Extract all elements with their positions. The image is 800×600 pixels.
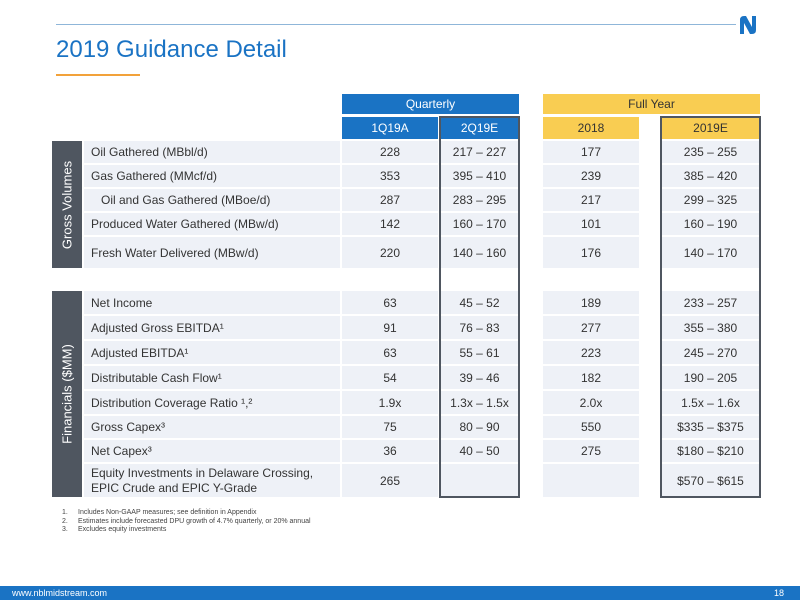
table-cell: 101 xyxy=(543,213,639,235)
table-cell: 36 xyxy=(342,440,438,462)
row-label: Adjusted EBITDA¹ xyxy=(84,341,340,364)
table-cell: 63 xyxy=(342,291,438,314)
table-cell: 228 xyxy=(342,141,438,163)
footnote: 2. Estimates include forecasted DPU growt… xyxy=(62,517,311,525)
footnote: 1. Includes Non-GAAP measures; see defini… xyxy=(62,509,257,516)
table-cell: 235 – 255 xyxy=(662,141,759,163)
table-cell: 233 – 257 xyxy=(662,291,759,314)
row-label: Produced Water Gathered (MBw/d) xyxy=(84,213,340,235)
column-header-2q19e: 2Q19E xyxy=(440,117,519,139)
footer-url[interactable]: www.nblmidstream.com xyxy=(12,588,108,598)
table-cell: 176 xyxy=(543,237,639,268)
table-cell: 190 – 205 xyxy=(662,366,759,389)
table-cell: 1.5x – 1.6x xyxy=(662,391,759,414)
table-cell: 189 xyxy=(543,291,639,314)
nbl-logo-icon xyxy=(740,16,756,34)
table-cell: 385 – 420 xyxy=(662,165,759,187)
table-cell: 353 xyxy=(342,165,438,187)
column-outline-2q19e xyxy=(439,116,520,498)
table-cell: 283 – 295 xyxy=(441,189,518,211)
table-cell: 63 xyxy=(342,341,438,364)
row-label: Oil Gathered (MBbl/d) xyxy=(84,141,340,163)
table-cell: 55 – 61 xyxy=(441,341,518,364)
table-cell: 76 – 83 xyxy=(441,316,518,339)
footer-bar xyxy=(0,586,800,600)
column-outline-2019e xyxy=(660,116,761,498)
title-underline xyxy=(56,74,140,76)
section-label-gross-volumes: Gross Volumes xyxy=(52,141,82,268)
table-cell: 355 – 380 xyxy=(662,316,759,339)
table-cell: 239 xyxy=(543,165,639,187)
table-cell: 287 xyxy=(342,189,438,211)
column-header-1q19a: 1Q19A xyxy=(342,117,438,139)
column-header-2019e: 2019E xyxy=(661,117,760,139)
row-label: Oil and Gas Gathered (MBoe/d) xyxy=(84,189,340,211)
table-cell: 182 xyxy=(543,366,639,389)
table-cell: 275 xyxy=(543,440,639,462)
row-label: Equity Investments in Delaware Crossing,… xyxy=(84,464,340,497)
top-rule xyxy=(56,24,736,25)
row-label: Gross Capex³ xyxy=(84,416,340,438)
footnote: 3. Excludes equity investments xyxy=(62,526,167,533)
row-label: Distribution Coverage Ratio ¹,² xyxy=(84,391,340,414)
table-cell: 45 – 52 xyxy=(441,291,518,314)
table-cell: 220 xyxy=(342,237,438,268)
table-cell: 265 xyxy=(342,464,438,497)
full-year-group-header: Full Year xyxy=(543,94,760,114)
table-cell: 217 xyxy=(543,189,639,211)
table-cell: $570 – $615 xyxy=(662,464,759,497)
table-cell: 299 – 325 xyxy=(662,189,759,211)
page-number: 18 xyxy=(773,588,784,598)
table-cell: 2.0x xyxy=(543,391,639,414)
row-label: Net Income xyxy=(84,291,340,314)
table-cell: 217 – 227 xyxy=(441,141,518,163)
table-cell: 80 – 90 xyxy=(441,416,518,438)
table-cell: 395 – 410 xyxy=(441,165,518,187)
table-cell: 550 xyxy=(543,416,639,438)
table-cell: 75 xyxy=(342,416,438,438)
column-header-2018: 2018 xyxy=(543,117,639,139)
table-cell: 140 – 160 xyxy=(441,237,518,268)
table-cell: 140 – 170 xyxy=(662,237,759,268)
table-cell: 54 xyxy=(342,366,438,389)
table-cell: 142 xyxy=(342,213,438,235)
footnotes: 1. Includes Non-GAAP measures; see defini… xyxy=(62,509,311,535)
table-cell: 177 xyxy=(543,141,639,163)
table-cell: 91 xyxy=(342,316,438,339)
table-cell: 1.3x – 1.5x xyxy=(441,391,518,414)
page-title: 2019 Guidance Detail xyxy=(56,36,287,63)
table-cell: 39 – 46 xyxy=(441,366,518,389)
quarterly-group-header: Quarterly xyxy=(342,94,519,114)
section-label-financials: Financials ($MM) xyxy=(52,291,82,497)
row-label: Adjusted Gross EBITDA¹ xyxy=(84,316,340,339)
table-cell: 245 – 270 xyxy=(662,341,759,364)
table-cell: 40 – 50 xyxy=(441,440,518,462)
table-cell: $335 – $375 xyxy=(662,416,759,438)
table-cell: 160 – 190 xyxy=(662,213,759,235)
row-label: Distributable Cash Flow¹ xyxy=(84,366,340,389)
row-label: Net Capex³ xyxy=(84,440,340,462)
row-label: Gas Gathered (MMcf/d) xyxy=(84,165,340,187)
row-label: Fresh Water Delivered (MBw/d) xyxy=(84,237,340,268)
table-cell: 1.9x xyxy=(342,391,438,414)
table-cell: 223 xyxy=(543,341,639,364)
table-cell: 277 xyxy=(543,316,639,339)
table-cell xyxy=(543,464,639,497)
table-cell: $180 – $210 xyxy=(662,440,759,462)
table-cell xyxy=(441,464,518,497)
table-cell: 160 – 170 xyxy=(441,213,518,235)
